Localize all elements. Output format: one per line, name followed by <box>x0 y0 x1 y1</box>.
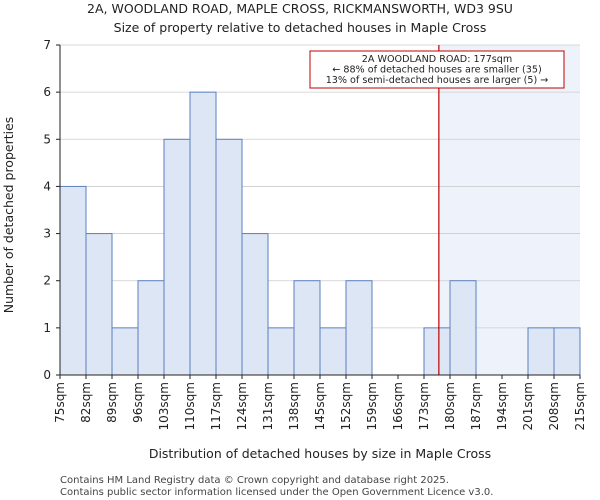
annotation-line: ← 88% of detached houses are smaller (35… <box>332 65 541 76</box>
x-tick-label: 145sqm <box>313 382 327 430</box>
y-tick-label: 1 <box>43 321 51 335</box>
x-tick-label: 180sqm <box>443 382 457 430</box>
y-tick-label: 3 <box>43 227 51 241</box>
histogram-bar <box>163 138 191 376</box>
x-tick-label: 75sqm <box>53 382 67 423</box>
y-tick-label: 2 <box>43 274 51 288</box>
y-tick-label: 0 <box>43 368 51 382</box>
x-tick-label: 201sqm <box>521 382 535 430</box>
histogram-bar <box>527 327 555 376</box>
histogram-bar <box>215 138 243 376</box>
x-tick-label: 124sqm <box>235 382 249 430</box>
y-tick-label: 5 <box>43 132 51 146</box>
x-tick-label: 131sqm <box>261 382 275 430</box>
footer-line-2: Contains public sector information licen… <box>60 487 493 498</box>
x-tick-label: 173sqm <box>417 382 431 430</box>
histogram-bar <box>449 280 477 376</box>
x-tick-label: 159sqm <box>365 382 379 430</box>
x-tick-label: 187sqm <box>469 382 483 430</box>
y-tick-label: 6 <box>43 85 51 99</box>
histogram-bar <box>345 280 373 376</box>
annotation-line: 2A WOODLAND ROAD: 177sqm <box>362 54 512 65</box>
annotation-box <box>309 50 565 89</box>
chart-title: 2A, WOODLAND ROAD, MAPLE CROSS, RICKMANS… <box>87 1 513 16</box>
histogram-bar <box>85 233 113 376</box>
x-axis-title: Distribution of detached houses by size … <box>149 446 491 461</box>
x-tick-label: 89sqm <box>105 382 119 423</box>
x-tick-label: 117sqm <box>209 382 223 430</box>
y-axis-title: Number of detached properties <box>1 117 16 314</box>
x-tick-label: 82sqm <box>79 382 93 423</box>
histogram-bar <box>293 280 321 376</box>
x-tick-label: 138sqm <box>287 382 301 430</box>
y-tick-label: 7 <box>43 38 51 52</box>
annotation-line: 13% of semi-detached houses are larger (… <box>326 75 549 86</box>
x-tick-label: 96sqm <box>131 382 145 423</box>
x-tick-label: 110sqm <box>183 382 197 430</box>
footer-line-1: Contains HM Land Registry data © Crown c… <box>60 475 449 486</box>
histogram-bar <box>423 327 451 376</box>
histogram-bar <box>267 327 295 376</box>
x-tick-label: 166sqm <box>391 382 405 430</box>
x-tick-label: 152sqm <box>339 382 353 430</box>
chart-subtitle: Size of property relative to detached ho… <box>114 20 487 35</box>
x-tick-label: 194sqm <box>495 382 509 430</box>
x-tick-label: 208sqm <box>547 382 561 430</box>
histogram-bar <box>59 185 87 376</box>
histogram-bar <box>319 327 347 376</box>
x-tick-label: 215sqm <box>573 382 587 430</box>
histogram-bar <box>553 327 581 376</box>
histogram-bar <box>241 233 269 376</box>
histogram-bar <box>137 280 165 376</box>
y-tick-label: 4 <box>43 179 51 193</box>
histogram-bar <box>111 327 139 376</box>
plot-area: 0 1 2 3 4 5 6 7 75sqm 82sqm 89sqm 96sqm 103sqm 110sqm… <box>43 38 587 430</box>
x-tick-label: 103sqm <box>157 382 171 430</box>
histogram-bar <box>189 91 217 376</box>
